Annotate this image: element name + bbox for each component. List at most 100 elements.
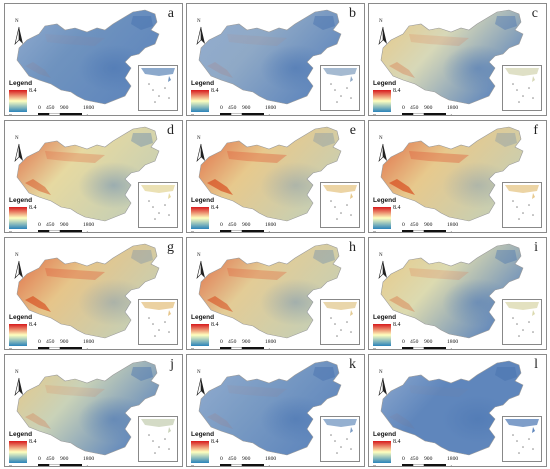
scale-tick: 0 xyxy=(38,339,41,345)
china-map xyxy=(16,360,160,456)
china-map xyxy=(198,126,342,222)
china-map xyxy=(380,243,524,339)
map-grid: a N Legend 8.4 0 0 450 900 1800 Kilome xyxy=(4,3,547,467)
scale-unit-label: Kilometers xyxy=(444,231,473,232)
scale-tick: 0 xyxy=(38,222,41,228)
legend-title: Legend xyxy=(191,197,215,204)
scale-tick: 0 xyxy=(402,105,405,111)
south-china-sea-inset xyxy=(502,182,542,228)
scale-tick: 900 xyxy=(424,222,433,228)
scale-tick: 0 xyxy=(402,339,405,345)
south-china-sea-inset xyxy=(320,299,360,345)
map-panel-d: d N Legend 8.4 0 0 450 900 1800 Kilome xyxy=(4,120,183,233)
panel-letter: g xyxy=(167,240,174,255)
legend-max-value: 8.4 xyxy=(29,88,37,94)
north-arrow-icon: N xyxy=(12,136,26,163)
legend-color-ramp xyxy=(191,324,209,346)
scale-tick: 1800 xyxy=(83,105,95,111)
legend-color-ramp xyxy=(9,441,27,463)
map-panel-c: c N Legend 8.4 0 0 450 900 1800 Kilome xyxy=(368,3,547,116)
legend-max-value: 8.4 xyxy=(211,322,219,328)
north-label: N xyxy=(15,370,19,375)
scale-bar xyxy=(220,113,264,115)
scale-tick: 450 xyxy=(228,456,237,462)
panel-letter: b xyxy=(349,6,356,21)
china-map xyxy=(198,9,342,105)
legend-title: Legend xyxy=(191,80,215,87)
scale-bar xyxy=(402,230,446,232)
legend-max-value: 8.4 xyxy=(29,322,37,328)
scale-tick: 450 xyxy=(228,222,237,228)
legend-color-ramp xyxy=(191,207,209,229)
legend-color-ramp xyxy=(9,324,27,346)
north-arrow-icon: N xyxy=(194,19,208,46)
scale-tick: 450 xyxy=(228,105,237,111)
map-panel-e: e N Legend 8.4 0 0 450 900 1800 Kilome xyxy=(186,120,365,233)
scale-tick: 900 xyxy=(242,222,251,228)
scale-tick: 1800 xyxy=(83,456,95,462)
legend-color-ramp xyxy=(373,207,391,229)
north-label: N xyxy=(379,136,383,141)
scale-tick: 900 xyxy=(60,105,69,111)
china-map xyxy=(16,9,160,105)
scale-tick: 450 xyxy=(410,456,419,462)
scale-unit-label: Kilometers xyxy=(80,231,109,232)
legend-color-ramp xyxy=(373,90,391,112)
scale-unit-label: Kilometers xyxy=(80,114,109,115)
north-label: N xyxy=(197,19,201,24)
panel-letter: d xyxy=(167,123,174,138)
legend-color-ramp xyxy=(373,324,391,346)
south-china-sea-inset xyxy=(138,299,178,345)
north-label: N xyxy=(379,253,383,258)
north-arrow-icon: N xyxy=(194,253,208,280)
scale-bar xyxy=(402,464,446,466)
north-arrow-icon: N xyxy=(376,370,390,397)
legend-min-value: 0 xyxy=(191,114,194,115)
south-china-sea-inset xyxy=(138,65,178,111)
south-china-sea-inset xyxy=(138,182,178,228)
south-china-sea-inset xyxy=(502,299,542,345)
legend-min-value: 0 xyxy=(373,231,376,232)
legend-color-ramp xyxy=(373,441,391,463)
north-label: N xyxy=(15,19,19,24)
map-panel-i: i N Legend 8.4 0 0 450 900 1800 Kilome xyxy=(368,237,547,350)
map-panel-a: a N Legend 8.4 0 0 450 900 1800 Kilome xyxy=(4,3,183,116)
north-label: N xyxy=(197,136,201,141)
panel-letter: f xyxy=(533,123,538,138)
legend-max-value: 8.4 xyxy=(29,439,37,445)
legend-min-value: 0 xyxy=(373,114,376,115)
scale-bar xyxy=(220,230,264,232)
legend-max-value: 8.4 xyxy=(393,205,401,211)
map-panel-l: l N Legend 8.4 0 0 450 900 1800 Kilome xyxy=(368,354,547,467)
china-map xyxy=(198,243,342,339)
legend-min-value: 0 xyxy=(191,465,194,466)
legend-title: Legend xyxy=(373,197,397,204)
scale-bar xyxy=(38,464,82,466)
north-arrow-icon: N xyxy=(376,253,390,280)
legend-min-value: 0 xyxy=(191,348,194,349)
map-panel-b: b N Legend 8.4 0 0 450 900 1800 Kilome xyxy=(186,3,365,116)
scale-tick: 450 xyxy=(228,339,237,345)
scale-bar xyxy=(220,464,264,466)
scale-tick: 450 xyxy=(46,339,55,345)
legend-title: Legend xyxy=(9,314,33,321)
scale-tick: 0 xyxy=(220,222,223,228)
scale-tick: 900 xyxy=(424,339,433,345)
map-panel-h: h N Legend 8.4 0 0 450 900 1800 Kilome xyxy=(186,237,365,350)
south-china-sea-inset xyxy=(320,182,360,228)
legend-title: Legend xyxy=(9,80,33,87)
legend-title: Legend xyxy=(191,314,215,321)
north-arrow-icon: N xyxy=(12,19,26,46)
panel-letter: l xyxy=(534,357,538,372)
scale-unit-label: Kilometers xyxy=(444,348,473,349)
map-panel-g: g N Legend 8.4 0 0 450 900 1800 Kilome xyxy=(4,237,183,350)
north-label: N xyxy=(197,253,201,258)
scale-tick: 900 xyxy=(242,456,251,462)
legend-min-value: 0 xyxy=(9,231,12,232)
legend-max-value: 8.4 xyxy=(29,205,37,211)
scale-tick: 1800 xyxy=(447,105,459,111)
south-china-sea-inset xyxy=(138,416,178,462)
panel-letter: k xyxy=(349,357,356,372)
scale-tick: 1800 xyxy=(265,105,277,111)
scale-tick: 450 xyxy=(410,339,419,345)
